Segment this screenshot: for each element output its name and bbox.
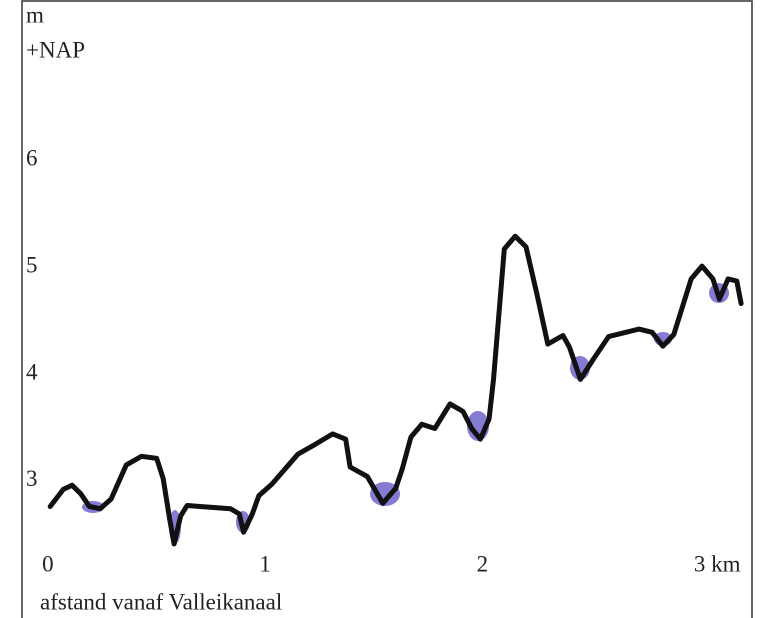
water-pools bbox=[82, 283, 729, 544]
y-axis-label: +NAP bbox=[26, 37, 85, 62]
y-tick-label: 3 bbox=[26, 466, 38, 491]
y-axis-label: m bbox=[26, 2, 44, 27]
x-tick-label: 2 bbox=[477, 551, 489, 576]
page: m +NAP afstand vanaf Valleikanaal 3 4 5 6 0 1… bbox=[0, 0, 769, 618]
x-tick-label: 3 km bbox=[694, 551, 741, 576]
frame bbox=[22, 1, 752, 618]
chart: m +NAP afstand vanaf Valleikanaal 3 4 5 6 0 1… bbox=[0, 0, 769, 618]
y-tick-label: 4 bbox=[26, 359, 38, 384]
x-axis-label: afstand vanaf Valleikanaal bbox=[40, 589, 282, 614]
y-tick-label: 6 bbox=[26, 146, 38, 171]
x-tick-label: 0 bbox=[42, 551, 54, 576]
x-tick-label: 1 bbox=[259, 551, 271, 576]
y-tick-label: 5 bbox=[26, 252, 38, 277]
